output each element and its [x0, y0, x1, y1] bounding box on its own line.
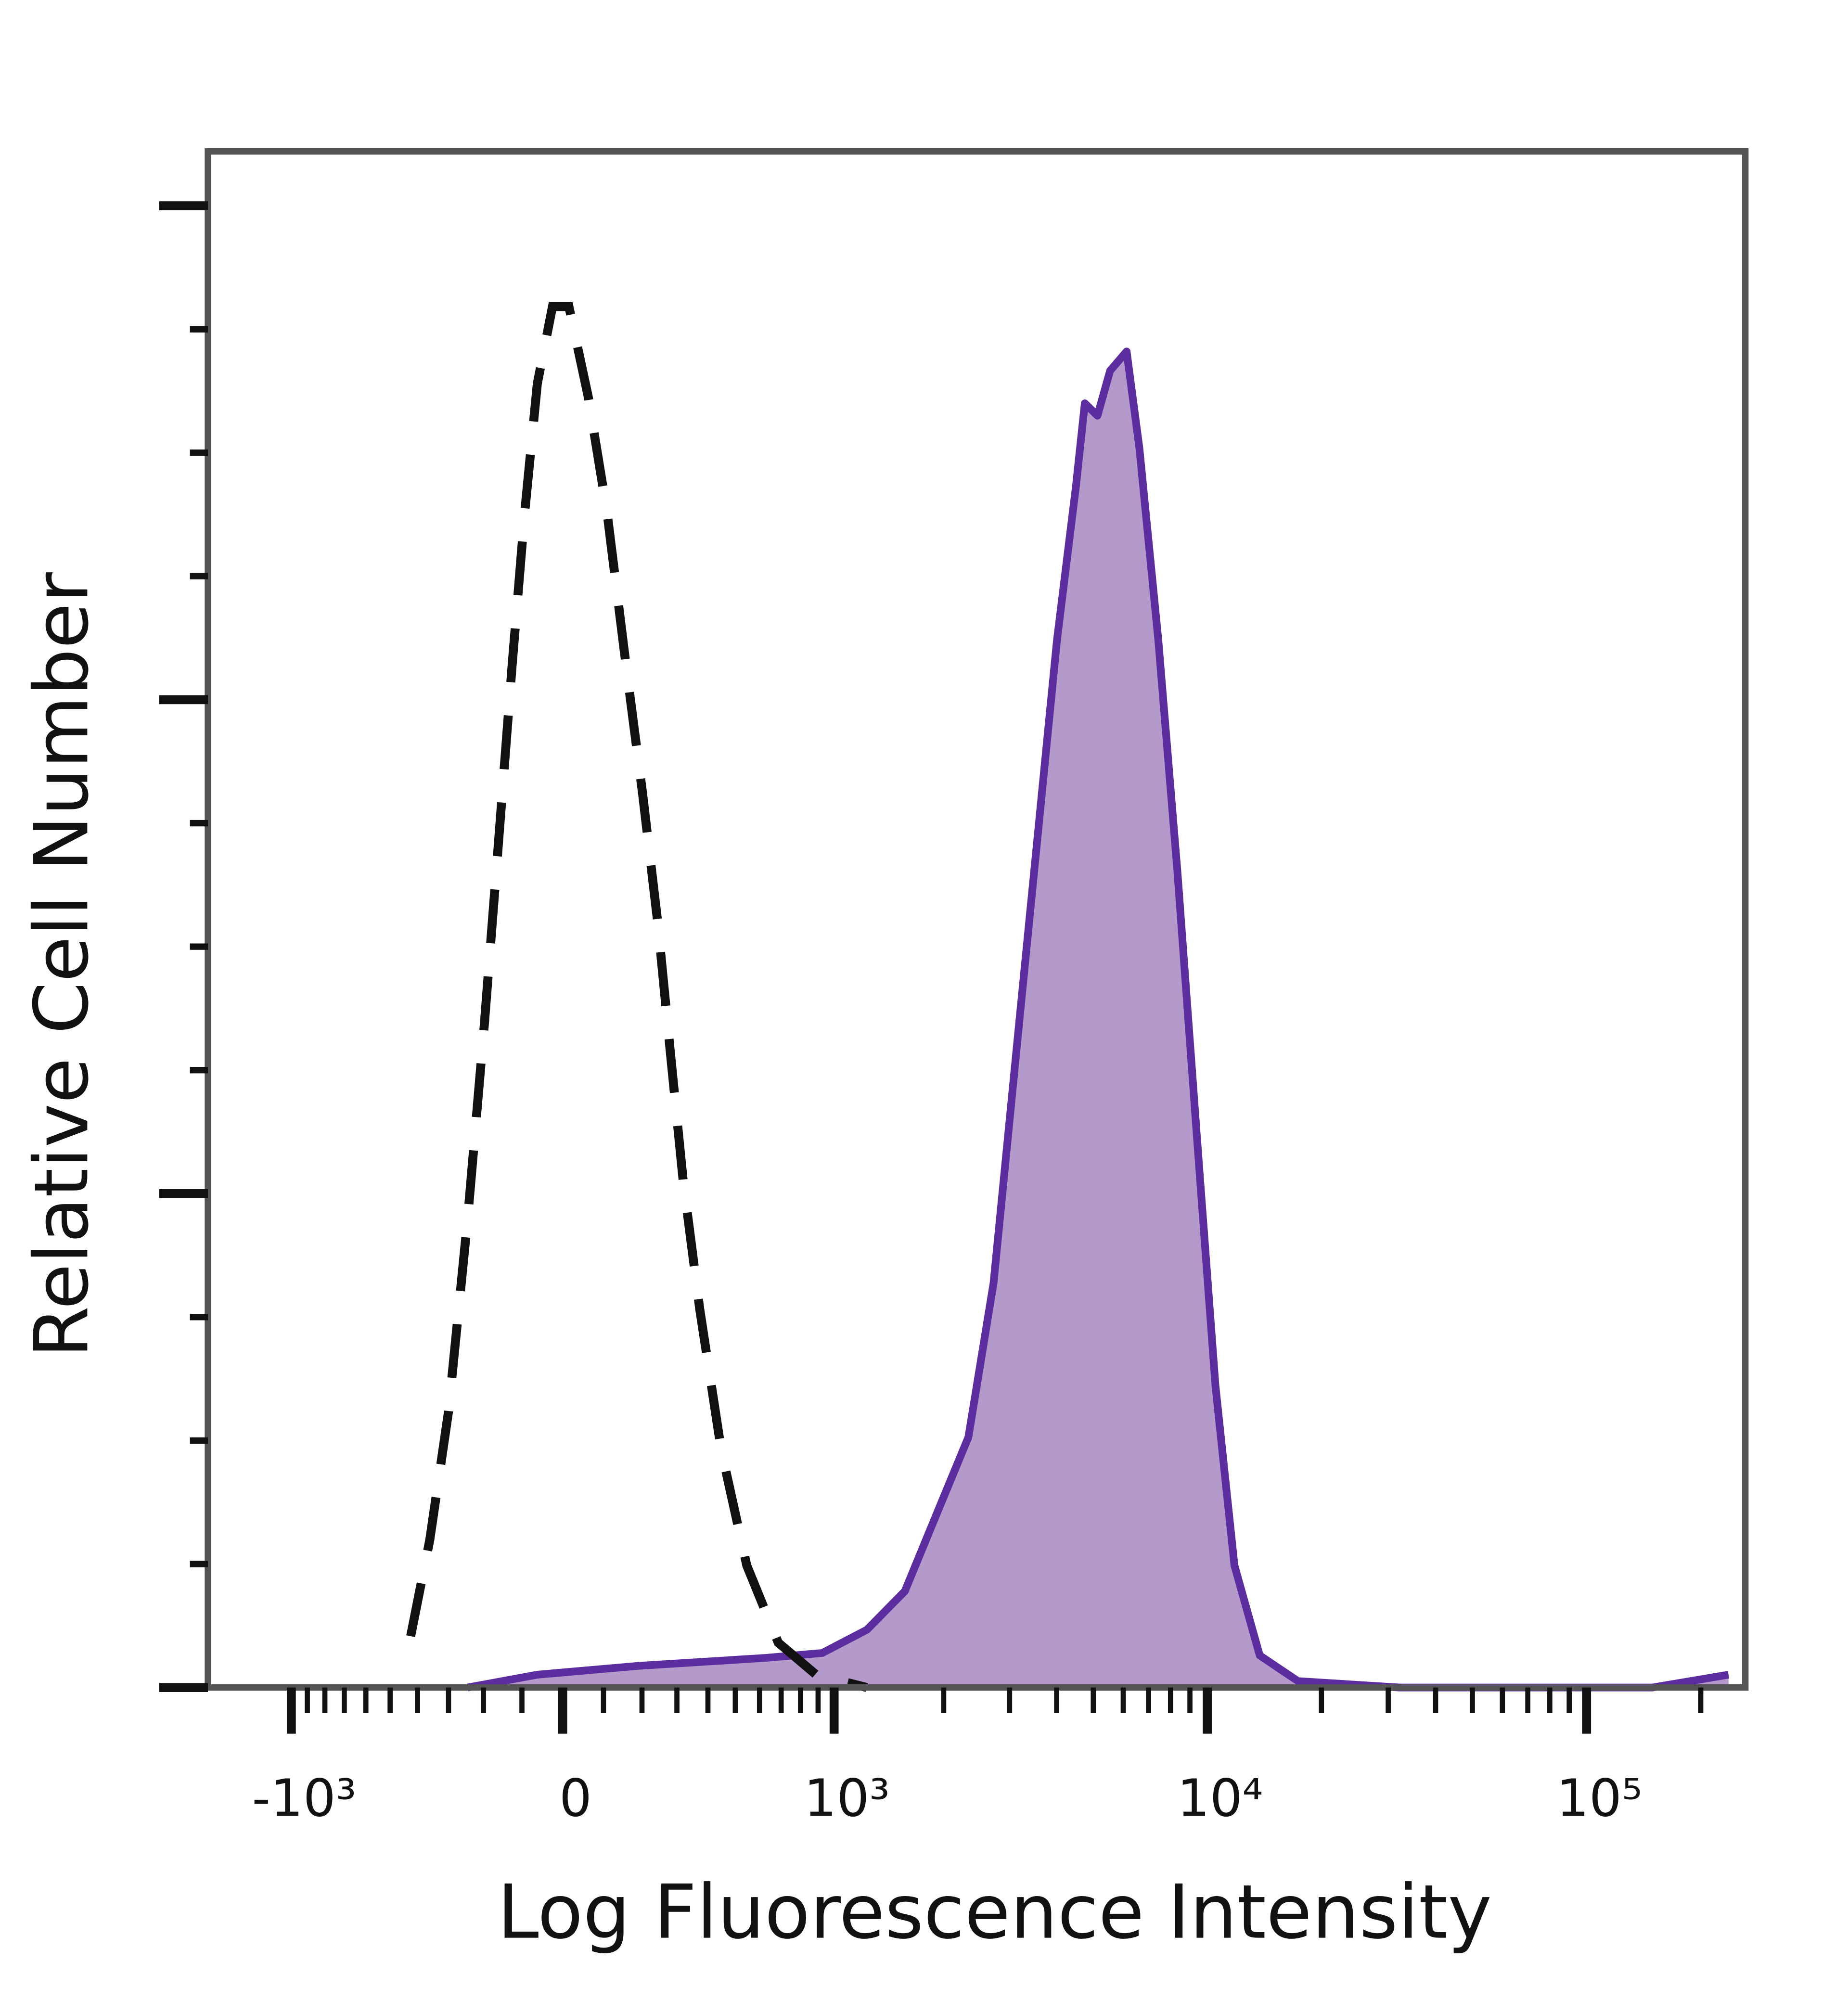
line [467, 347, 1730, 1692]
line [406, 302, 868, 1692]
x-tick-label: 0 [559, 1769, 592, 1828]
x-tick-label: 10³ [804, 1769, 890, 1828]
x-axis-label: Log Fluorescence Intensity [497, 1869, 1492, 1956]
y-axis-label: Relative Cell Number [18, 572, 105, 1358]
x-tick-label: 10⁵ [1556, 1769, 1642, 1828]
area [467, 351, 1729, 1688]
x-tick-label: -10³ [252, 1769, 357, 1828]
plot-frame [205, 148, 1749, 1691]
x-tick-label: 10⁴ [1177, 1769, 1263, 1828]
